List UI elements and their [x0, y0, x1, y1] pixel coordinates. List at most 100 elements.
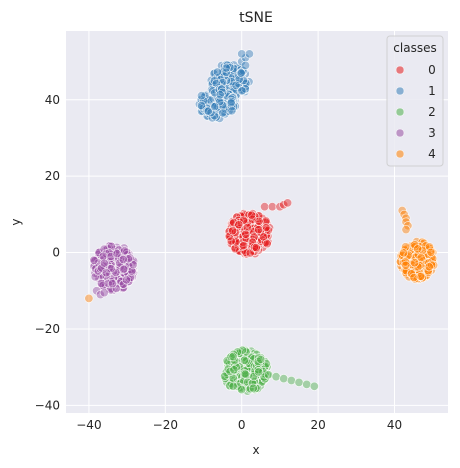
- data-point: [212, 67, 222, 77]
- data-point: [234, 220, 244, 230]
- data-point: [120, 246, 130, 256]
- legend-marker: [395, 149, 405, 159]
- data-point: [261, 223, 271, 233]
- data-point: [255, 227, 265, 237]
- data-point: [99, 258, 109, 268]
- data-point: [89, 255, 99, 265]
- data-point: [231, 362, 241, 372]
- data-point: [426, 247, 436, 257]
- data-point: [254, 216, 264, 226]
- data-point: [224, 226, 234, 236]
- data-point: [256, 354, 266, 364]
- data-point: [218, 108, 228, 118]
- data-point: [401, 213, 411, 223]
- data-point: [125, 253, 135, 263]
- data-point: [279, 374, 289, 384]
- data-point: [261, 237, 271, 247]
- data-point: [225, 62, 235, 72]
- data-point: [107, 279, 117, 289]
- data-point: [112, 249, 122, 259]
- data-point: [231, 80, 241, 90]
- data-point: [119, 264, 129, 274]
- data-point: [229, 365, 239, 375]
- data-point: [226, 352, 236, 362]
- y-tick-label: −40: [35, 398, 60, 412]
- data-point: [228, 93, 238, 103]
- data-point: [401, 260, 411, 270]
- x-tick-label: 0: [238, 418, 246, 432]
- legend-marker: [395, 107, 405, 117]
- x-tick-labels: −40 −20 0 20 40: [76, 418, 402, 432]
- y-tick-label: 40: [45, 93, 60, 107]
- data-point: [237, 49, 247, 59]
- data-point: [99, 244, 109, 254]
- data-point: [403, 250, 413, 260]
- data-point: [271, 372, 281, 382]
- legend-title: classes: [393, 41, 436, 55]
- data-point: [424, 242, 434, 252]
- data-point: [228, 381, 238, 391]
- data-point: [413, 244, 423, 254]
- legend-marker: [395, 128, 405, 138]
- legend-label: 4: [428, 147, 436, 161]
- data-point: [248, 383, 258, 393]
- data-point: [118, 255, 128, 265]
- data-point: [101, 268, 111, 278]
- data-point: [217, 100, 227, 110]
- data-point: [237, 385, 247, 395]
- data-point: [416, 271, 426, 281]
- data-point: [302, 379, 312, 389]
- data-point: [247, 210, 257, 220]
- series-1: [194, 49, 254, 123]
- data-point: [119, 279, 129, 289]
- data-point: [254, 225, 264, 235]
- data-point: [399, 248, 409, 258]
- data-point: [241, 60, 251, 70]
- data-point: [260, 202, 270, 212]
- data-point: [203, 106, 213, 116]
- data-point: [226, 236, 236, 246]
- data-point: [215, 90, 225, 100]
- data-point: [244, 49, 254, 59]
- x-tick-label: 20: [310, 418, 325, 432]
- x-axis-label: x: [252, 443, 259, 457]
- data-point: [120, 264, 130, 274]
- legend-label: 0: [428, 63, 436, 77]
- data-point: [286, 375, 296, 385]
- data-point: [421, 241, 431, 251]
- data-point: [96, 278, 106, 288]
- x-tick-label: −20: [153, 418, 178, 432]
- data-point: [236, 68, 246, 78]
- data-point: [232, 222, 242, 232]
- data-point: [196, 101, 206, 111]
- legend-label: 1: [428, 84, 436, 98]
- data-point: [240, 369, 250, 379]
- data-point: [251, 243, 261, 253]
- series-2: [220, 345, 319, 396]
- data-point: [225, 381, 235, 391]
- legend: classes 0 1 2 3 4: [386, 35, 444, 167]
- data-point: [416, 253, 426, 263]
- data-point: [263, 370, 273, 380]
- data-point: [215, 97, 225, 107]
- data-point: [245, 384, 255, 394]
- data-point: [211, 112, 221, 122]
- data-point: [254, 367, 264, 377]
- data-point: [400, 257, 410, 267]
- legend-marker: [395, 86, 405, 96]
- data-point: [210, 88, 220, 98]
- data-point: [239, 355, 249, 365]
- data-point: [410, 258, 420, 268]
- data-point: [230, 231, 240, 241]
- data-point: [92, 286, 102, 296]
- data-point: [111, 267, 121, 277]
- data-point: [199, 96, 209, 106]
- legend-label: 2: [428, 105, 436, 119]
- data-point: [402, 251, 412, 261]
- data-point: [128, 260, 138, 270]
- data-point: [249, 232, 259, 242]
- data-point: [115, 258, 125, 268]
- data-point: [309, 381, 319, 391]
- data-point: [217, 84, 227, 94]
